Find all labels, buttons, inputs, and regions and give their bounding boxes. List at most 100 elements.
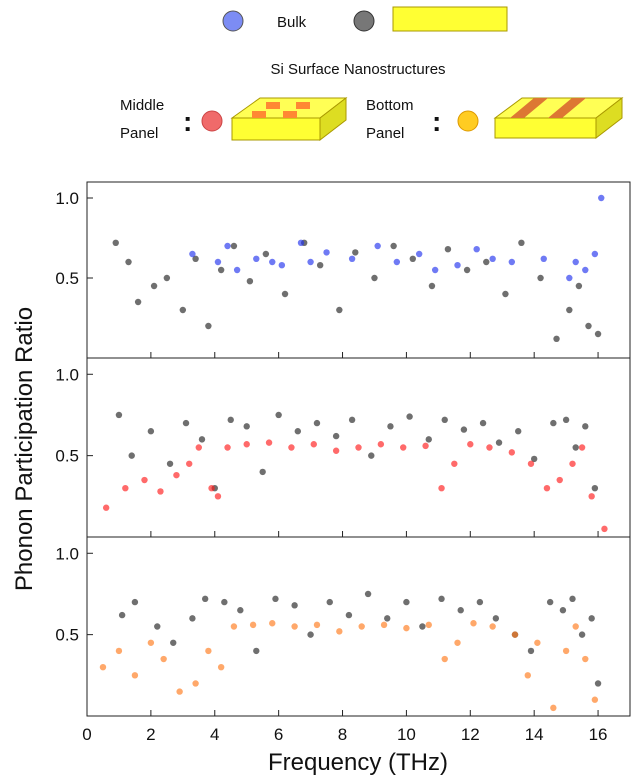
x-tick-label: 16 [589, 725, 608, 744]
point [409, 255, 416, 262]
point [364, 590, 372, 598]
point [275, 411, 282, 419]
point [316, 262, 324, 269]
point [224, 444, 231, 451]
point [170, 639, 177, 646]
point [208, 484, 215, 492]
point [131, 672, 139, 679]
plot-frame [86, 181, 631, 359]
point [483, 258, 490, 266]
point [425, 621, 432, 629]
point [572, 258, 579, 266]
point [374, 242, 381, 250]
x-tick-label: 2 [146, 725, 155, 744]
x-tick-label: 14 [525, 725, 544, 744]
y-tick-label: 1.0 [55, 544, 79, 563]
point [230, 242, 238, 250]
point [530, 455, 538, 463]
point [594, 680, 602, 687]
colon: : [183, 106, 192, 137]
point [400, 444, 407, 451]
point [463, 266, 471, 274]
point [575, 282, 583, 290]
point [125, 258, 132, 266]
point [428, 282, 436, 290]
point [166, 460, 174, 467]
point [588, 493, 595, 500]
point [543, 484, 551, 492]
point [352, 249, 359, 256]
point [518, 239, 525, 246]
point [524, 672, 531, 679]
point [585, 322, 592, 330]
x-tick-label: 4 [210, 725, 219, 744]
surface-marker [353, 10, 375, 32]
legend-bulk: Bulk [277, 14, 307, 31]
point [467, 441, 474, 448]
point [201, 595, 209, 603]
point [591, 250, 599, 258]
point [221, 598, 228, 606]
point [313, 621, 321, 629]
bottom-marker [457, 110, 479, 132]
point [425, 436, 432, 443]
point [163, 274, 171, 282]
bottom-bar [548, 98, 586, 118]
middle-marker [201, 110, 223, 132]
y-tick-label: 0.5 [55, 447, 79, 466]
point [102, 504, 110, 511]
point [457, 607, 464, 614]
legend-bottom: Bottom [366, 97, 414, 114]
point [122, 484, 129, 492]
point [189, 250, 196, 258]
point [237, 607, 244, 614]
point [495, 439, 503, 446]
x-tick-label: 12 [461, 725, 480, 744]
point [403, 598, 410, 606]
point [128, 452, 135, 459]
point [262, 250, 270, 258]
point [249, 621, 257, 629]
legend-subtitle: Si Surface Nanostructures [270, 61, 445, 78]
point [150, 282, 158, 290]
point [253, 647, 260, 655]
point [198, 436, 206, 443]
point [154, 623, 161, 630]
point [227, 416, 234, 424]
point [384, 615, 391, 622]
x-axis-label: Frequency (THz) [268, 749, 448, 776]
point [345, 611, 353, 619]
point [186, 460, 193, 467]
point [157, 488, 164, 495]
colon: : [432, 106, 441, 137]
point [508, 258, 516, 266]
point [572, 444, 579, 451]
y-axis-label: Phonon Participation Ratio [11, 307, 38, 591]
point [431, 266, 439, 274]
point [265, 439, 273, 446]
point [578, 444, 586, 451]
point [243, 441, 250, 448]
point [233, 266, 241, 274]
point [492, 615, 500, 622]
point [307, 258, 314, 266]
point [253, 255, 260, 262]
point [291, 623, 298, 630]
point [454, 262, 461, 269]
point [562, 416, 570, 424]
bottom-icon-side [595, 96, 623, 140]
point [406, 413, 413, 420]
point [291, 602, 298, 609]
point [307, 631, 314, 638]
point [403, 624, 410, 632]
point [582, 423, 589, 430]
plot-frame [86, 536, 631, 717]
point [224, 242, 231, 250]
point [578, 631, 586, 638]
point [269, 258, 276, 266]
point [348, 255, 356, 262]
point [310, 441, 317, 448]
point [441, 655, 448, 663]
point [537, 274, 544, 282]
point [569, 595, 576, 603]
